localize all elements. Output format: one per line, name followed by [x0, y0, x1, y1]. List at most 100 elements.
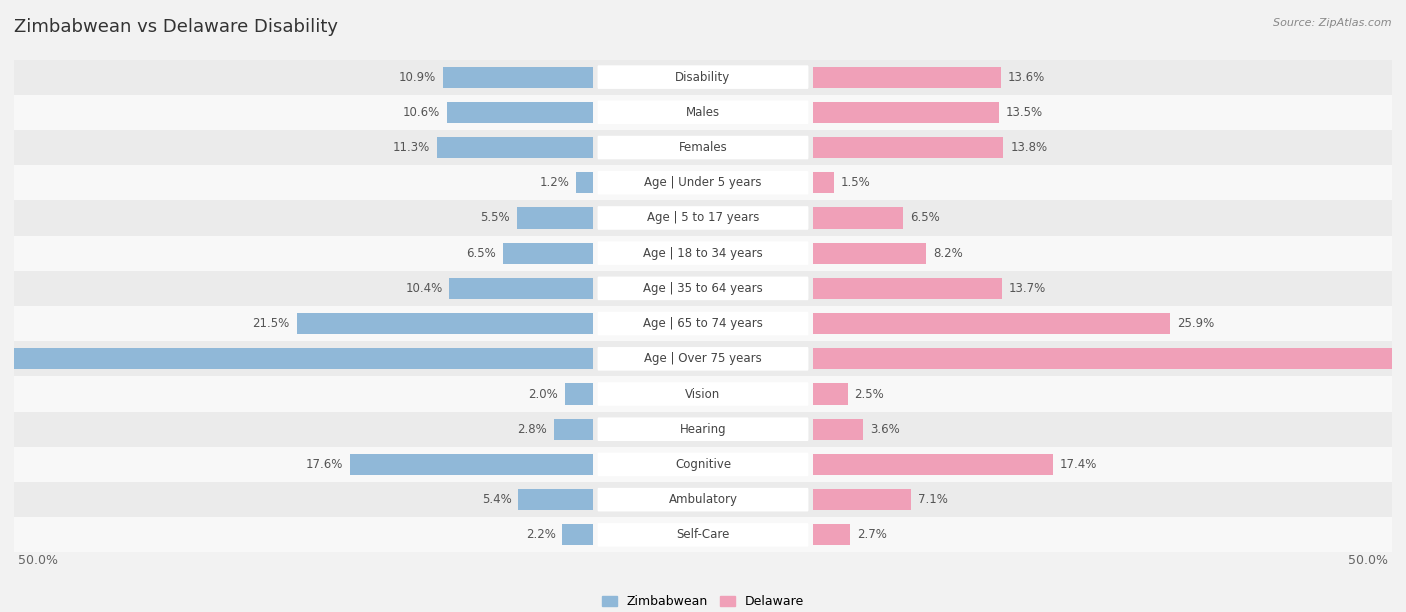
FancyBboxPatch shape	[598, 136, 808, 159]
FancyBboxPatch shape	[598, 241, 808, 265]
Bar	[14, 306, 1392, 341]
Text: 13.8%: 13.8%	[1011, 141, 1047, 154]
Text: 50.0%: 50.0%	[1348, 554, 1388, 567]
Bar	[437, 137, 593, 158]
Bar	[576, 172, 593, 193]
FancyBboxPatch shape	[598, 171, 808, 195]
FancyBboxPatch shape	[598, 417, 808, 441]
FancyBboxPatch shape	[598, 206, 808, 230]
Bar	[14, 59, 1392, 95]
FancyBboxPatch shape	[598, 488, 808, 512]
Bar	[565, 384, 593, 405]
Bar	[14, 517, 1392, 553]
Bar	[447, 102, 593, 123]
Text: 50.0%: 50.0%	[18, 554, 58, 567]
Text: 2.0%: 2.0%	[529, 387, 558, 400]
Text: 2.2%: 2.2%	[526, 528, 555, 542]
Bar	[813, 207, 903, 228]
Text: 3.6%: 3.6%	[870, 423, 900, 436]
Text: Age | 18 to 34 years: Age | 18 to 34 years	[643, 247, 763, 259]
Bar	[813, 278, 1002, 299]
Text: 2.7%: 2.7%	[858, 528, 887, 542]
Text: Age | 5 to 17 years: Age | 5 to 17 years	[647, 212, 759, 225]
Bar	[14, 482, 1392, 517]
Bar	[554, 419, 593, 440]
Bar	[813, 102, 1000, 123]
Text: 6.5%: 6.5%	[467, 247, 496, 259]
Text: 21.5%: 21.5%	[253, 317, 290, 330]
Bar	[813, 348, 1406, 370]
Bar	[517, 207, 593, 228]
Text: 10.9%: 10.9%	[398, 70, 436, 84]
Bar	[813, 524, 851, 545]
Text: 10.6%: 10.6%	[402, 106, 440, 119]
Text: Ambulatory: Ambulatory	[668, 493, 738, 506]
Text: 7.1%: 7.1%	[918, 493, 948, 506]
Text: 13.5%: 13.5%	[1007, 106, 1043, 119]
Text: 11.3%: 11.3%	[392, 141, 430, 154]
Bar	[813, 419, 863, 440]
Text: Cognitive: Cognitive	[675, 458, 731, 471]
FancyBboxPatch shape	[598, 277, 808, 300]
FancyBboxPatch shape	[598, 523, 808, 547]
Bar	[813, 172, 834, 193]
Text: 2.8%: 2.8%	[517, 423, 547, 436]
Text: Females: Females	[679, 141, 727, 154]
Text: 8.2%: 8.2%	[934, 247, 963, 259]
Text: Males: Males	[686, 106, 720, 119]
Bar	[14, 341, 1392, 376]
Bar	[14, 376, 1392, 412]
Bar	[14, 236, 1392, 271]
Bar	[14, 412, 1392, 447]
Text: 5.5%: 5.5%	[481, 212, 510, 225]
Bar	[813, 384, 848, 405]
Bar	[14, 271, 1392, 306]
Text: 25.9%: 25.9%	[1177, 317, 1215, 330]
Bar	[813, 489, 911, 510]
Text: 17.6%: 17.6%	[307, 458, 343, 471]
Text: 13.7%: 13.7%	[1010, 282, 1046, 295]
Bar	[813, 313, 1170, 334]
Text: 1.5%: 1.5%	[841, 176, 870, 189]
Bar	[562, 524, 593, 545]
Text: 10.4%: 10.4%	[405, 282, 443, 295]
Bar	[297, 313, 593, 334]
Bar	[519, 489, 593, 510]
Text: 1.2%: 1.2%	[540, 176, 569, 189]
FancyBboxPatch shape	[598, 65, 808, 89]
Text: 13.6%: 13.6%	[1008, 70, 1045, 84]
Text: 5.4%: 5.4%	[482, 493, 512, 506]
Bar	[813, 67, 1001, 88]
Bar	[813, 454, 1053, 475]
Bar	[813, 137, 1004, 158]
FancyBboxPatch shape	[598, 382, 808, 406]
FancyBboxPatch shape	[598, 100, 808, 124]
Text: Zimbabwean vs Delaware Disability: Zimbabwean vs Delaware Disability	[14, 18, 337, 36]
Text: Age | 35 to 64 years: Age | 35 to 64 years	[643, 282, 763, 295]
Text: Age | Over 75 years: Age | Over 75 years	[644, 353, 762, 365]
Text: Vision: Vision	[685, 387, 721, 400]
Text: Hearing: Hearing	[679, 423, 727, 436]
Bar	[0, 348, 593, 370]
Bar	[350, 454, 593, 475]
Text: Source: ZipAtlas.com: Source: ZipAtlas.com	[1274, 18, 1392, 28]
Bar	[14, 200, 1392, 236]
Text: Disability: Disability	[675, 70, 731, 84]
Bar	[14, 165, 1392, 200]
Bar	[14, 95, 1392, 130]
Bar	[450, 278, 593, 299]
Bar	[813, 242, 927, 264]
Text: Age | Under 5 years: Age | Under 5 years	[644, 176, 762, 189]
Bar	[14, 130, 1392, 165]
Bar	[503, 242, 593, 264]
Text: Self-Care: Self-Care	[676, 528, 730, 542]
FancyBboxPatch shape	[598, 312, 808, 335]
Legend: Zimbabwean, Delaware: Zimbabwean, Delaware	[596, 591, 810, 612]
Text: 17.4%: 17.4%	[1060, 458, 1097, 471]
Text: Age | 65 to 74 years: Age | 65 to 74 years	[643, 317, 763, 330]
Text: 2.5%: 2.5%	[855, 387, 884, 400]
Bar	[443, 67, 593, 88]
Bar	[14, 447, 1392, 482]
FancyBboxPatch shape	[598, 453, 808, 476]
Text: 6.5%: 6.5%	[910, 212, 939, 225]
